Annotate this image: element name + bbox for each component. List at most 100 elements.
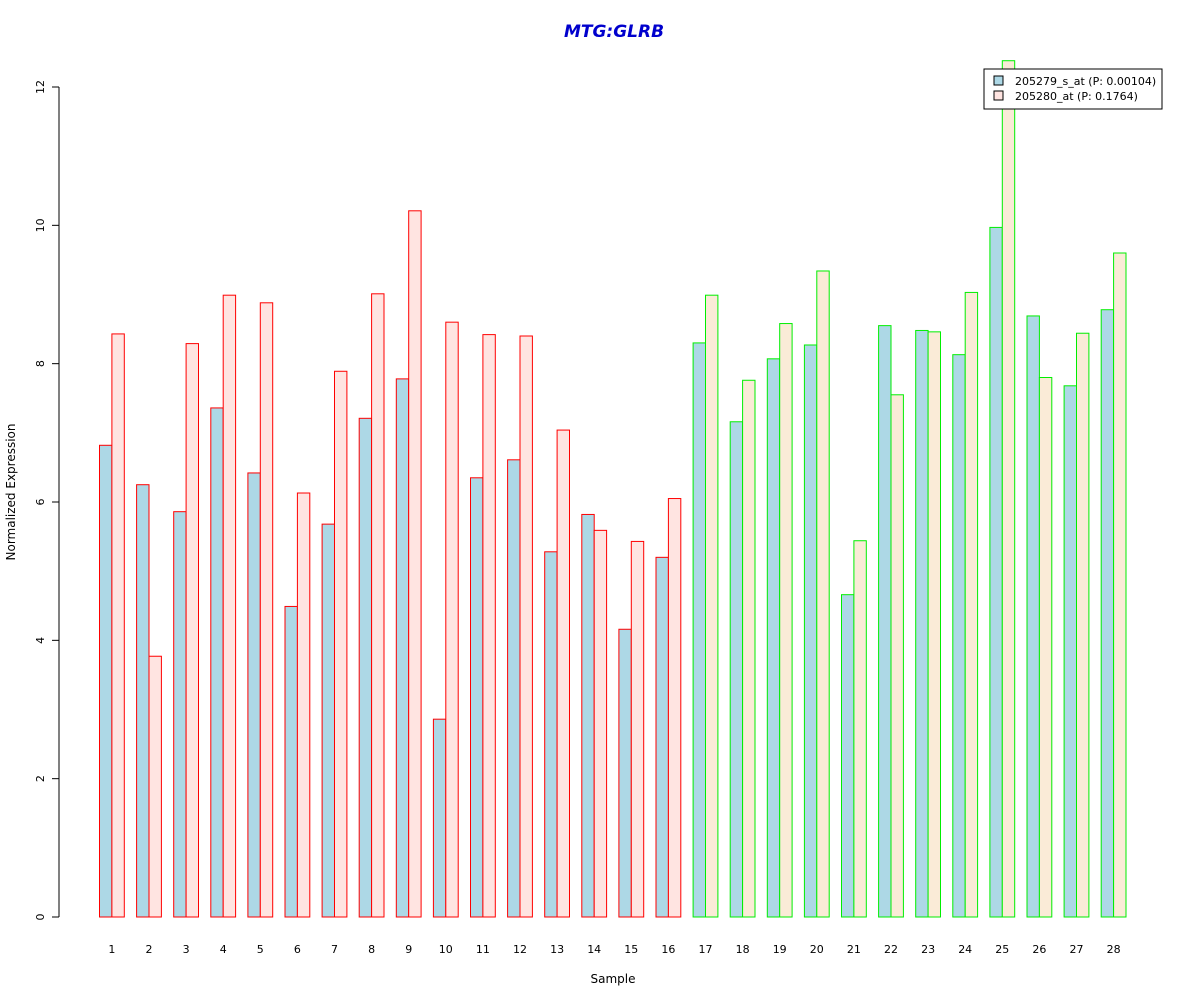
bar-series-1: [432, 718, 447, 918]
y-axis-label: Normalized Expression: [4, 423, 18, 560]
chart-title: MTG:GLRB: [564, 22, 664, 42]
bar-series-2: [259, 302, 274, 918]
x-tick-label: 8: [368, 943, 375, 956]
bar-series-1: [395, 378, 410, 918]
bar-series-2: [1113, 252, 1127, 918]
bar-series-2: [1038, 377, 1053, 918]
y-tick-label: 4: [34, 637, 47, 644]
x-tick-label: 15: [624, 943, 638, 956]
bar-series-1: [99, 444, 113, 918]
y-tick-label: 0: [34, 914, 47, 921]
bar-series-1: [581, 513, 595, 918]
bar-series-2: [593, 529, 608, 918]
y-tick-label: 10: [34, 218, 47, 232]
bar-series-1: [507, 459, 521, 918]
bar-series-1: [952, 354, 966, 918]
bar-series-1: [284, 605, 298, 918]
legend-swatch: [993, 75, 1004, 86]
x-tick-label: 10: [439, 943, 453, 956]
x-tick-label: 22: [884, 943, 898, 956]
x-tick-label: 17: [699, 943, 713, 956]
bar-series-2: [630, 540, 645, 918]
y-tick-label: 12: [34, 80, 47, 94]
y-tick-label: 2: [34, 775, 47, 782]
x-tick-label: 14: [587, 943, 601, 956]
x-tick-label: 6: [294, 943, 301, 956]
bar-series-1: [136, 484, 150, 918]
bar-series-1: [173, 511, 187, 918]
bar-series-2: [853, 540, 867, 918]
bar-series-2: [742, 379, 756, 918]
bar-series-2: [964, 291, 979, 918]
bar-series-1: [915, 329, 929, 918]
bar-series-1: [470, 477, 484, 918]
bar-series-1: [1026, 315, 1040, 918]
x-tick-label: 4: [220, 943, 227, 956]
x-tick-label: 18: [736, 943, 750, 956]
x-tick-label: 23: [921, 943, 935, 956]
bar-series-2: [111, 333, 125, 918]
legend: 205279_s_at (P: 0.00104) 205280_at (P: 0.…: [983, 68, 1163, 110]
x-tick-label: 7: [331, 943, 338, 956]
bar-series-1: [803, 344, 818, 918]
bar-series-2: [927, 331, 941, 918]
bar-series-2: [408, 210, 422, 918]
bar-series-1: [655, 556, 669, 918]
y-axis: 0 2 4 6 8 10 12: [34, 80, 60, 921]
bar-series-2: [371, 293, 385, 918]
x-tick-label: 24: [958, 943, 972, 956]
bar-series-2: [148, 655, 162, 918]
bar-series-1: [692, 342, 706, 918]
x-axis-tick-labels: 1 2 3 4 5 6 7 8 9 10 11 12 13 14 15 16 17 18 19 20 21 22 23 24 2…: [108, 943, 1120, 956]
bar-series-1: [210, 407, 224, 918]
x-tick-label: 25: [995, 943, 1009, 956]
bar-series-1: [878, 325, 892, 918]
legend-label: 205280_at (P: 0.1764): [1015, 90, 1138, 103]
bar-series-2: [519, 335, 533, 918]
bar-series-1: [841, 594, 855, 918]
bar-series-1: [247, 472, 261, 918]
x-axis-label: Sample: [591, 972, 636, 986]
x-tick-label: 20: [810, 943, 824, 956]
bar-series-2: [482, 334, 496, 918]
bar-series-2: [816, 270, 830, 918]
x-tick-label: 5: [257, 943, 264, 956]
bar-series-2: [556, 429, 570, 918]
x-tick-label: 11: [476, 943, 490, 956]
legend-label: 205279_s_at (P: 0.00104): [1015, 75, 1156, 88]
bar-series-1: [1063, 385, 1077, 918]
y-tick-label: 8: [34, 360, 47, 367]
x-tick-label: 19: [773, 943, 787, 956]
bar-series-1: [729, 421, 744, 918]
x-tick-label: 2: [146, 943, 153, 956]
x-tick-label: 9: [405, 943, 412, 956]
x-tick-label: 16: [661, 943, 675, 956]
bar-series-2: [222, 294, 237, 918]
bar-series-1: [544, 551, 558, 918]
x-tick-label: 27: [1070, 943, 1084, 956]
bar-series-1: [989, 226, 1003, 918]
x-tick-label: 28: [1107, 943, 1121, 956]
legend-box: [983, 68, 1163, 110]
bar-series-2: [334, 370, 348, 918]
bar-series-2: [667, 498, 682, 918]
x-tick-label: 21: [847, 943, 861, 956]
bar-series-2: [890, 394, 904, 918]
bar-series-2: [445, 321, 459, 918]
bar-series-2: [296, 492, 311, 918]
x-tick-label: 3: [183, 943, 190, 956]
x-tick-label: 26: [1032, 943, 1046, 956]
bar-series-1: [618, 628, 632, 918]
bar-series-2: [1076, 332, 1090, 918]
bars: [99, 60, 1127, 918]
x-tick-label: 12: [513, 943, 527, 956]
bar-series-2: [1001, 60, 1016, 918]
bar-series-1: [358, 417, 373, 918]
x-tick-label: 13: [550, 943, 564, 956]
bar-series-1: [1100, 309, 1115, 918]
bar-series-2: [185, 343, 200, 918]
bar-series-2: [779, 323, 793, 918]
bar-series-1: [321, 523, 336, 918]
bar-series-1: [766, 358, 781, 918]
